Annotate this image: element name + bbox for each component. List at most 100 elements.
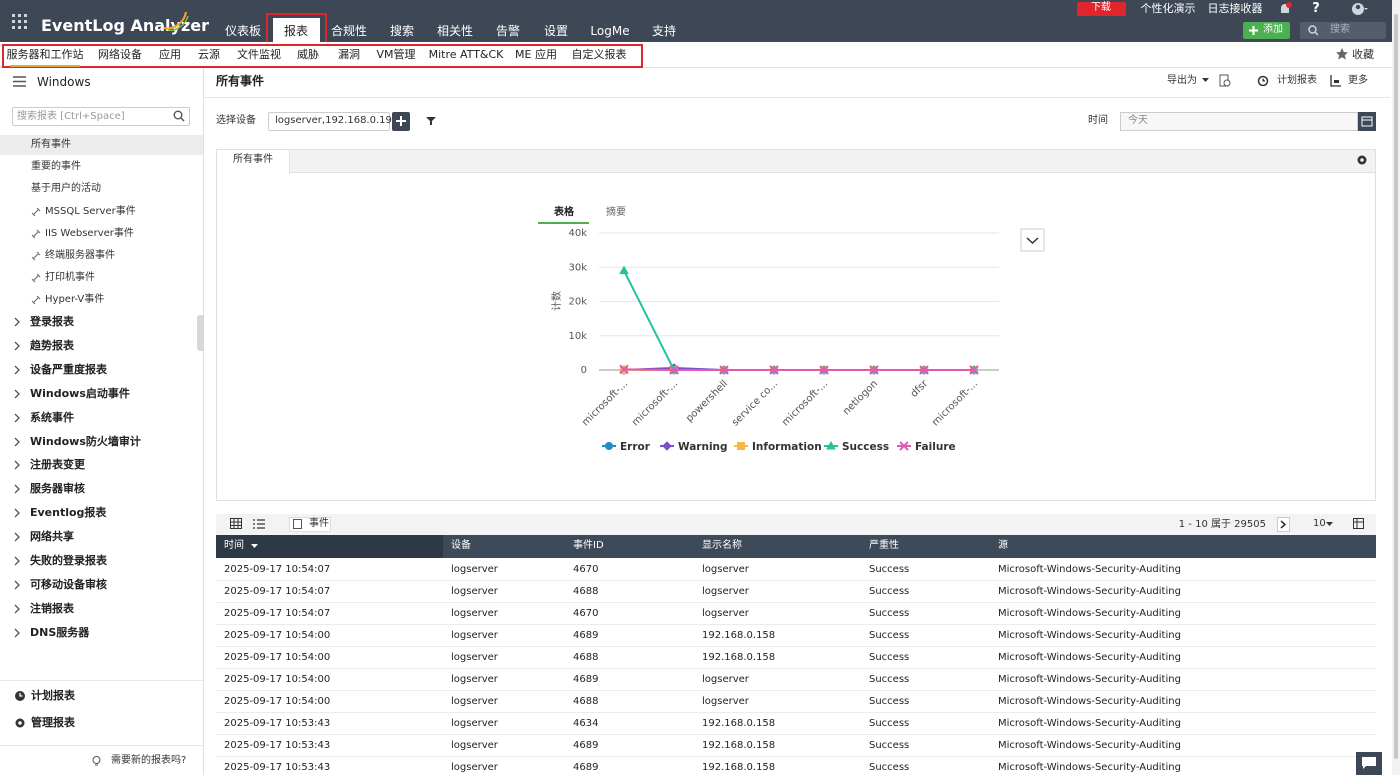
sub-nav-item[interactable]: 自定义报表 [571, 48, 627, 61]
nav-item[interactable]: 搜索 [389, 24, 415, 38]
footer-link[interactable]: 管理报表 [31, 716, 75, 729]
sub-nav-item[interactable]: 网络设备 [98, 48, 142, 61]
more-menu[interactable]: 更多 [1348, 75, 1368, 86]
card-settings[interactable] [1356, 154, 1368, 166]
favorite-star[interactable] [1336, 48, 1348, 60]
table-row[interactable] [216, 691, 1376, 713]
demo-link[interactable]: 个性化演示 [1140, 2, 1196, 15]
report-group[interactable]: 趋势报表 [30, 338, 74, 352]
device-select[interactable] [268, 112, 390, 131]
sub-nav-item[interactable]: 服务器和工作站 [6, 48, 84, 61]
column-header[interactable]: 显示名称 [702, 540, 742, 551]
download-button[interactable] [1077, 2, 1126, 16]
report-group[interactable]: 登录报表 [30, 315, 74, 328]
expand-arrow[interactable] [14, 508, 21, 518]
expand-arrow[interactable] [14, 460, 21, 470]
user-menu[interactable] [1351, 2, 1369, 16]
column-header[interactable]: 设备 [451, 540, 471, 551]
table-row[interactable] [216, 713, 1376, 735]
expand-arrow[interactable] [14, 413, 21, 423]
expand-arrow[interactable] [14, 365, 21, 375]
expand-arrow[interactable] [14, 532, 21, 542]
menu-toggle[interactable] [13, 76, 26, 87]
report-group[interactable]: Eventlog报表 [30, 506, 107, 520]
column-header[interactable]: 源 [998, 540, 1008, 551]
sub-nav-item[interactable]: ME 应用 [515, 48, 557, 61]
report-link[interactable]: MSSQL Server事件 [45, 205, 136, 217]
list-view[interactable] [253, 519, 265, 529]
export-menu[interactable]: 导出为 [1167, 75, 1197, 86]
column-header[interactable]: 时间 [224, 540, 244, 551]
sub-nav-item[interactable]: 应用 [159, 48, 181, 61]
grid-view[interactable] [230, 518, 242, 529]
notification-bell[interactable] [1278, 2, 1292, 16]
sidebar-collapse-handle[interactable] [197, 315, 204, 351]
report-group[interactable]: Windows防火墙审计 [30, 434, 141, 448]
schedule-report[interactable]: 计划报表 [1277, 75, 1317, 86]
nav-item[interactable]: LogMe [590, 24, 630, 38]
collector-link[interactable]: 日志接收器 [1207, 2, 1263, 15]
report-link[interactable]: 打印机事件 [45, 272, 95, 284]
report-group[interactable]: 系统事件 [30, 410, 74, 424]
expand-arrow[interactable] [14, 580, 21, 590]
report-group[interactable]: DNS服务器 [30, 625, 90, 639]
expand-arrow[interactable] [14, 341, 21, 351]
nav-item[interactable]: 仪表板 [224, 24, 262, 38]
pdf-icon[interactable] [1219, 74, 1231, 87]
time-select[interactable] [1120, 112, 1358, 131]
nav-item[interactable]: 设置 [543, 24, 569, 38]
nav-item[interactable]: 合规性 [330, 24, 368, 38]
expand-arrow[interactable] [14, 604, 21, 614]
scrollbar-thumb[interactable] [1394, 14, 1398, 759]
expand-arrow[interactable] [14, 484, 21, 494]
page-size[interactable]: 10 [1313, 518, 1326, 529]
card-tab[interactable] [217, 150, 290, 174]
help-link[interactable]: ? [1312, 1, 1320, 16]
report-group[interactable]: 设备严重度报表 [30, 362, 107, 376]
add-button[interactable] [1243, 22, 1290, 39]
column-chooser[interactable] [1353, 518, 1366, 530]
column-header[interactable]: 严重性 [869, 540, 899, 551]
report-group[interactable]: 可移动设备审核 [30, 577, 107, 591]
global-search[interactable] [1300, 22, 1386, 39]
sub-nav-item[interactable]: VM管理 [376, 48, 416, 61]
sub-nav-item[interactable]: Mitre ATT&CK [428, 48, 504, 61]
report-group[interactable]: 服务器审核 [30, 482, 85, 496]
sub-nav-item[interactable]: 云源 [198, 48, 220, 61]
report-link[interactable]: IIS Webserver事件 [45, 227, 134, 239]
report-group[interactable]: 网络共享 [30, 530, 74, 544]
expand-arrow[interactable] [14, 389, 21, 399]
apps-icon[interactable] [12, 14, 28, 30]
table-row[interactable] [216, 647, 1376, 669]
filter-icon[interactable] [426, 116, 436, 126]
table-row[interactable] [216, 559, 1376, 581]
report-group[interactable]: Windows启动事件 [30, 386, 130, 400]
report-group[interactable]: 注册表变更 [30, 458, 85, 472]
sub-nav-item[interactable]: 威胁 [297, 48, 319, 61]
report-group[interactable]: 失败的登录报表 [30, 554, 107, 567]
nav-item[interactable]: 支持 [651, 24, 677, 38]
expand-arrow[interactable] [14, 317, 21, 327]
table-row[interactable] [216, 625, 1376, 647]
table-row[interactable] [216, 581, 1376, 603]
report-link[interactable]: 基于用户的活动 [31, 183, 101, 195]
report-link[interactable]: Hyper-V事件 [45, 294, 105, 306]
report-link[interactable]: 终端服务器事件 [45, 250, 115, 261]
expand-arrow[interactable] [14, 556, 21, 566]
sidebar-search[interactable] [12, 107, 190, 126]
expand-arrow[interactable] [14, 628, 21, 638]
table-row[interactable] [216, 757, 1376, 775]
table-row[interactable] [216, 735, 1376, 757]
sub-nav-item[interactable]: 文件监视 [237, 48, 281, 61]
report-link[interactable]: 重要的事件 [31, 161, 81, 173]
next-page[interactable] [1277, 517, 1290, 532]
nav-item[interactable]: 相关性 [436, 24, 474, 38]
sub-nav-item[interactable]: 漏洞 [338, 48, 360, 61]
table-row[interactable] [216, 603, 1376, 625]
report-group[interactable]: 注销报表 [30, 601, 74, 615]
nav-item[interactable]: 报表 [283, 24, 309, 38]
footer-link[interactable]: 计划报表 [31, 689, 75, 702]
report-link[interactable]: 所有事件 [31, 139, 71, 150]
expand-arrow[interactable] [14, 437, 21, 447]
request-report-link[interactable]: 需要新的报表吗? [111, 755, 187, 766]
